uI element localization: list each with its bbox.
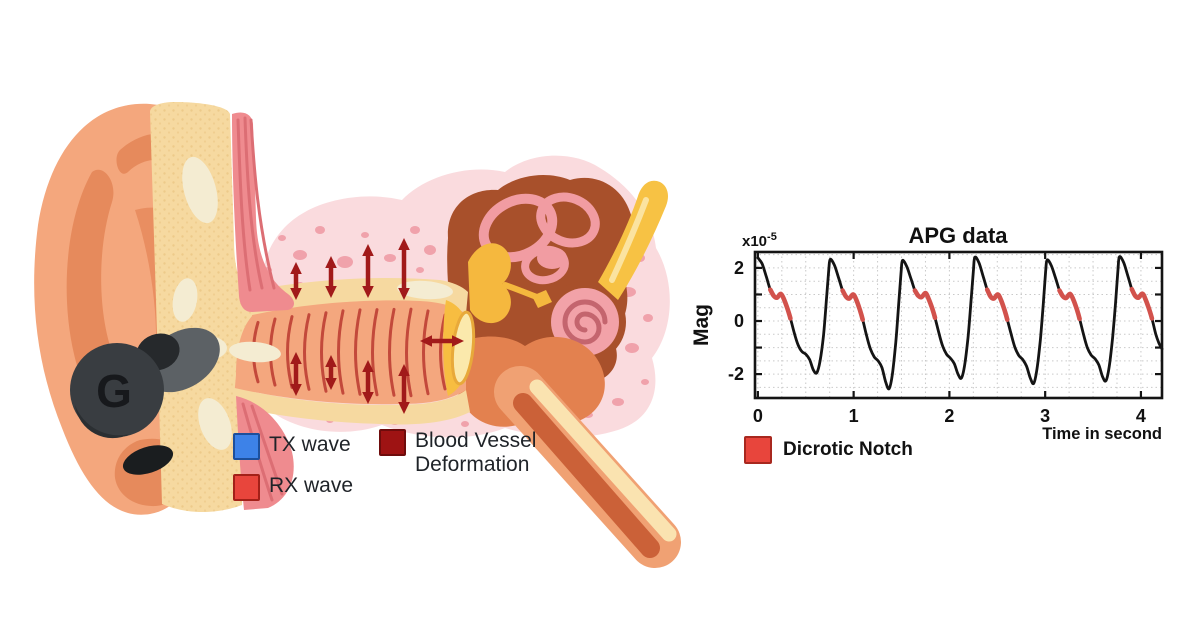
auditory-nerve xyxy=(598,180,668,300)
rx-wave-label: RX wave xyxy=(269,474,354,497)
chart-scale-label: x10-5 xyxy=(742,231,777,250)
ear-canal-ribs xyxy=(252,307,447,398)
cartilage-strip xyxy=(150,102,453,513)
apg-chart: 0 1 2 3 4 2 0 -2 APG data x10-5 Mag Time in sec… xyxy=(690,208,1200,508)
dicrotic-notch-swatch xyxy=(744,436,772,464)
chart-frame xyxy=(753,250,1164,400)
earbud: G xyxy=(70,327,220,475)
chart-tick-labels: 0 1 2 3 4 2 0 -2 xyxy=(728,258,1146,426)
eardrum xyxy=(450,310,476,386)
blood-vessel-deformation-arrows xyxy=(290,238,464,414)
eustachian-tube xyxy=(451,336,681,568)
svg-text:-2: -2 xyxy=(728,364,744,384)
dicrotic-notch-label: Dicrotic Notch xyxy=(783,439,913,460)
svg-text:4: 4 xyxy=(1136,406,1146,426)
tx-wave-label: TX wave xyxy=(269,433,351,456)
earbud-fin xyxy=(122,445,174,475)
chart-ylabel: Mag xyxy=(690,304,713,346)
chart-legend: Dicrotic Notch xyxy=(744,436,913,464)
chart-series xyxy=(756,255,1164,391)
svg-text:0: 0 xyxy=(753,406,763,426)
legend-item-tx: TX wave xyxy=(233,433,351,460)
svg-text:2: 2 xyxy=(944,406,954,426)
chart-xlabel: Time in second xyxy=(1042,425,1162,443)
legend-item-deformation: Blood Vessel Deformation xyxy=(379,429,555,477)
earbud-body xyxy=(70,343,164,437)
muscle xyxy=(232,112,294,510)
svg-text:1: 1 xyxy=(849,406,859,426)
blood-vessel-label: Blood Vessel Deformation xyxy=(415,429,537,477)
chart-title: APG data xyxy=(908,223,1008,248)
svg-text:3: 3 xyxy=(1040,406,1050,426)
ear-anatomy-illustration: G xyxy=(34,102,681,568)
blood-vessel-swatch xyxy=(379,429,406,456)
eardrum-ossicles xyxy=(443,243,552,396)
apg-chart-svg: 0 1 2 3 4 2 0 -2 APG data x10-5 Mag Time in sec… xyxy=(690,223,1164,443)
rx-wave-swatch xyxy=(233,474,260,501)
svg-text:2: 2 xyxy=(734,258,744,278)
tx-wave-swatch xyxy=(233,433,260,460)
legend-item-rx: RX wave xyxy=(233,474,353,501)
earbud-logo: G xyxy=(96,365,132,417)
svg-text:0: 0 xyxy=(734,311,744,331)
ossicles xyxy=(468,243,511,324)
